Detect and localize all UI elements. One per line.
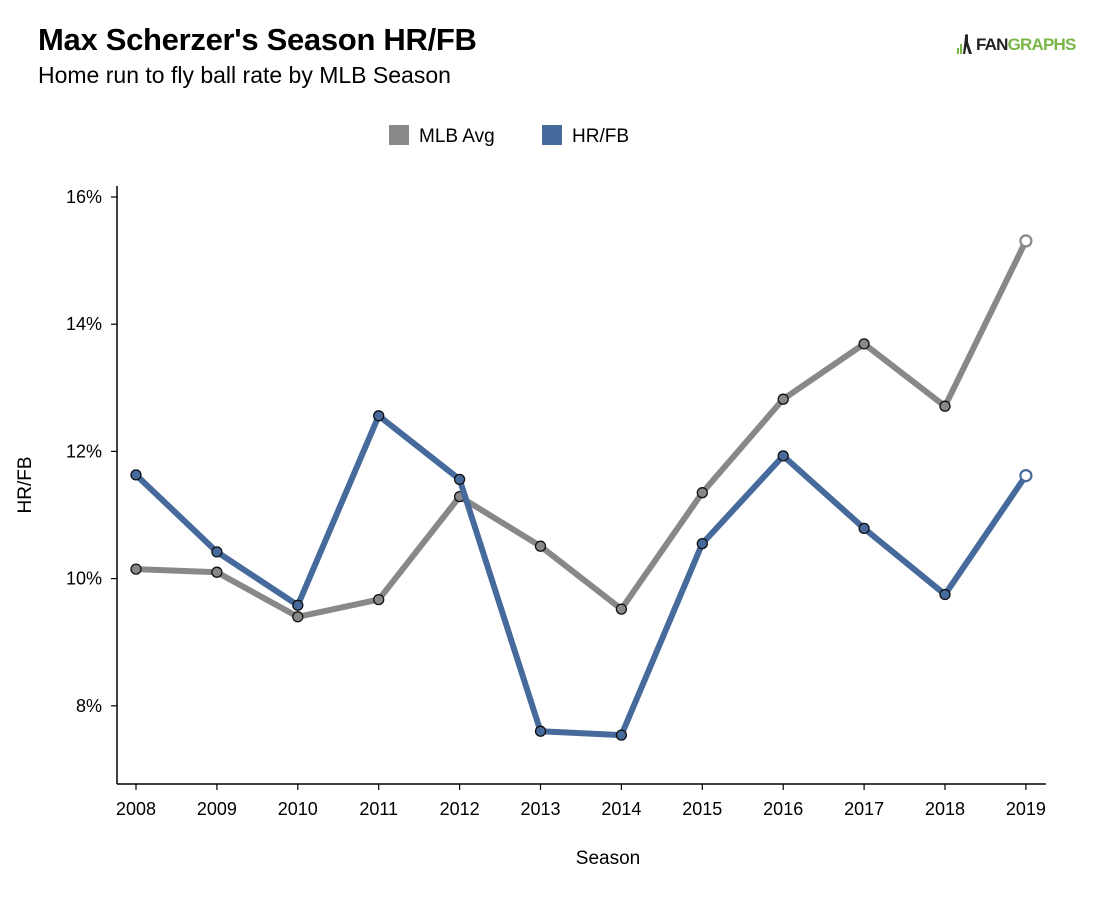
data-point-mlb-avg — [615, 603, 628, 615]
y-tick-label: 12% — [66, 441, 102, 461]
x-axis-title: Season — [576, 848, 640, 869]
x-tick-label: 2014 — [601, 799, 641, 819]
x-tick-label: 2015 — [682, 799, 722, 819]
data-point-hr-fb — [939, 588, 951, 601]
data-point-mlb-avg — [858, 338, 870, 350]
y-tick-label: 16% — [66, 187, 102, 207]
x-tick-label: 2008 — [116, 799, 156, 819]
fangraphs-logo-icon — [957, 34, 972, 54]
chart-title: Max Scherzer's Season HR/FB — [38, 22, 477, 57]
x-tick-label: 2009 — [197, 799, 237, 819]
data-point-mlb-avg — [939, 400, 951, 412]
legend-swatch-hr-fb — [542, 125, 562, 145]
data-point-hr-fb — [373, 410, 385, 422]
data-point-mlb-avg — [211, 566, 223, 578]
data-point-hr-fb — [292, 599, 304, 611]
x-tick-label: 2013 — [520, 799, 560, 819]
y-tick-label: 10% — [66, 569, 102, 589]
chart-subtitle: Home run to fly ball rate by MLB Season — [38, 62, 451, 88]
legend-label-hr-fb: HR/FB — [572, 126, 629, 147]
data-point-hr-fb — [453, 473, 466, 486]
y-tick-label: 8% — [76, 696, 102, 716]
data-point-mlb-avg — [1019, 234, 1033, 248]
data-point-mlb-avg — [777, 393, 789, 405]
data-point-hr-fb — [534, 725, 547, 737]
y-axis-title: HR/FB — [15, 457, 36, 514]
y-tick-label: 14% — [66, 314, 102, 334]
x-tick-label: 2010 — [278, 799, 318, 819]
data-point-hr-fb — [1019, 469, 1033, 483]
legend-label-mlb-avg: MLB Avg — [419, 126, 495, 147]
series-line-mlb-avg — [133, 237, 1029, 620]
series-line-hr-fb — [133, 412, 1029, 739]
data-point-hr-fb — [696, 537, 708, 550]
fangraphs-logo: FANGRAPHS — [956, 34, 1076, 56]
x-tick-label: 2018 — [925, 799, 965, 819]
x-tick-label: 2012 — [440, 799, 480, 819]
legend-swatch-mlb-avg — [389, 125, 409, 145]
data-point-mlb-avg — [534, 540, 547, 552]
data-point-hr-fb — [858, 522, 870, 535]
x-tick-label: 2017 — [844, 799, 884, 819]
brand-suffix: GRAPHS — [1007, 35, 1077, 54]
data-point-hr-fb — [615, 729, 628, 741]
data-point-hr-fb — [211, 546, 223, 558]
brand-prefix: FAN — [976, 35, 1008, 54]
data-point-mlb-avg — [292, 611, 304, 623]
x-tick-label: 2019 — [1006, 799, 1046, 819]
x-tick-label: 2011 — [359, 799, 398, 819]
fangraphs-wordmark: FANGRAPHS — [976, 35, 1076, 55]
x-tick-label: 2016 — [763, 799, 803, 819]
data-point-hr-fb — [130, 469, 142, 481]
data-point-mlb-avg — [696, 487, 708, 499]
data-point-hr-fb — [777, 450, 789, 462]
data-point-mlb-avg — [130, 563, 142, 575]
data-point-mlb-avg — [373, 593, 385, 606]
